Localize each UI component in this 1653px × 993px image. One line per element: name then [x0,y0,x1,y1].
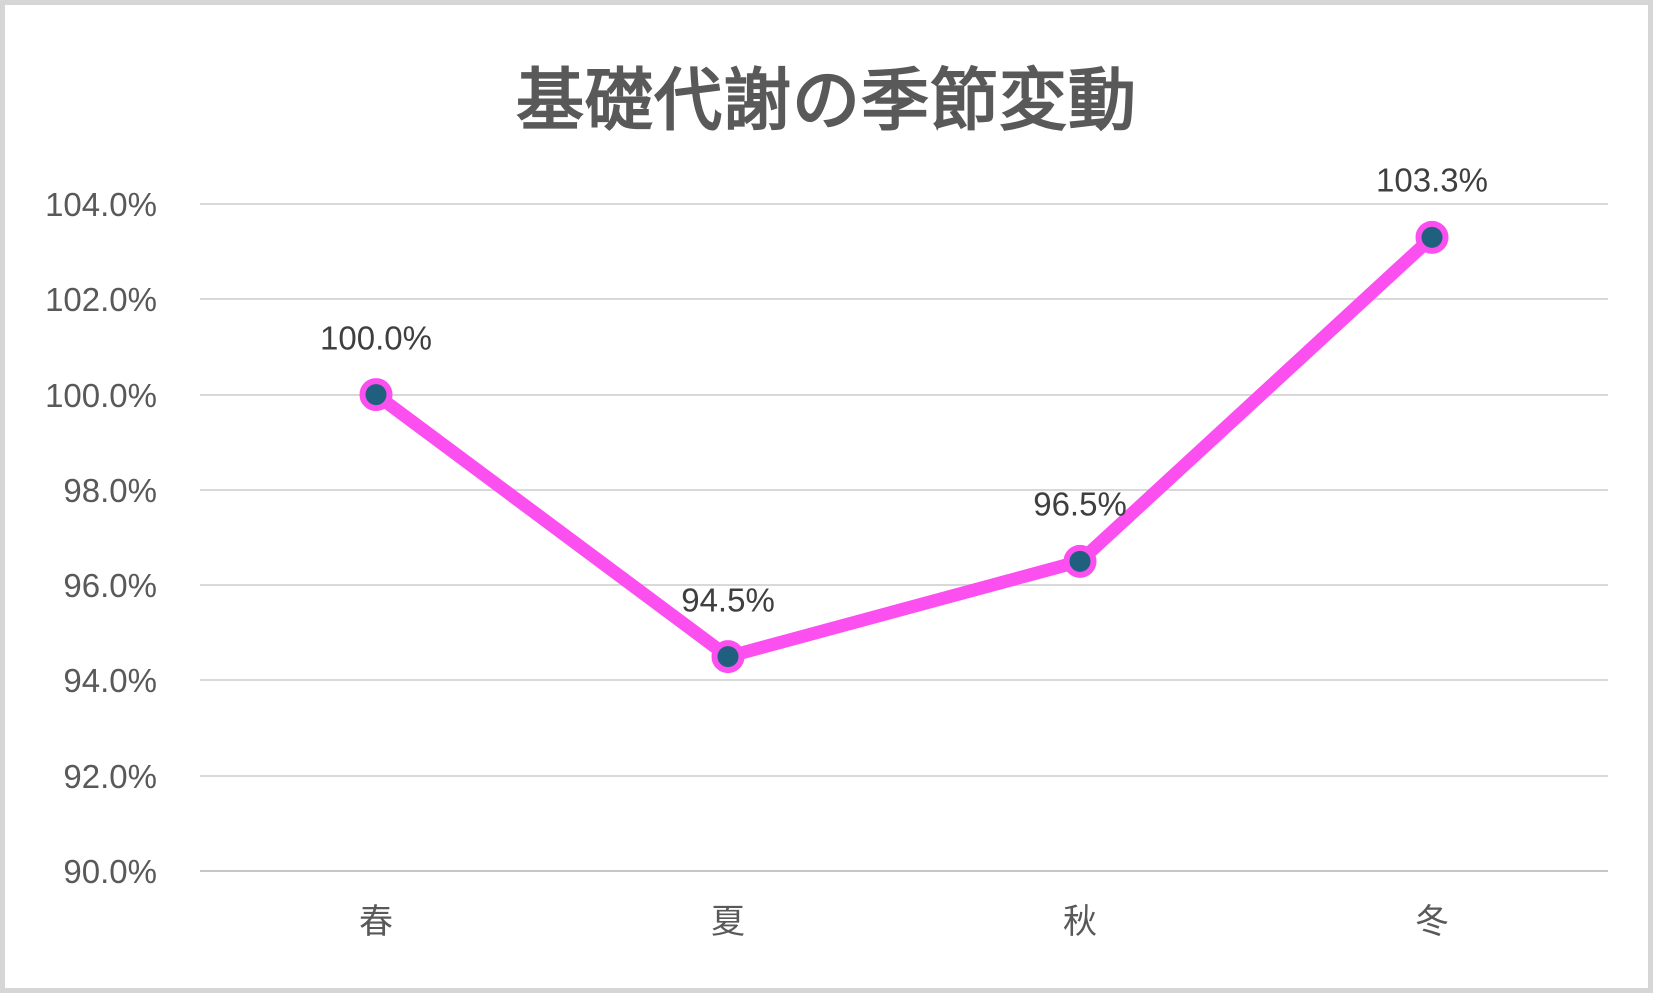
data-point-marker [359,378,393,412]
series-plot [359,220,1449,674]
data-point-marker [1415,220,1449,254]
gridline [200,774,1608,777]
data-point-label: 94.5% [681,581,775,619]
gridline [200,488,1608,491]
data-point-marker [711,640,745,674]
y-axis-tick-label: 90.0% [63,853,157,890]
y-axis-tick-label: 92.0% [63,757,157,795]
y-axis-tick-label: 104.0% [45,186,157,223]
gridline [200,203,1608,205]
chart-title: 基礎代謝の季節変動 [515,63,1137,139]
y-axis-tick-label: 94.0% [63,662,157,700]
x-axis-category-label: 春 [359,903,393,941]
y-axis-tick-label: 96.0% [63,567,157,605]
x-axis-category-label: 秋 [1063,903,1097,941]
gridline [200,679,1608,682]
gridline [200,584,1608,587]
x-axis-category-label: 夏 [711,903,745,941]
x-axis-line [200,870,1608,872]
data-point-label: 103.3% [1376,161,1488,199]
y-axis-tick-label: 100.0% [45,376,157,414]
gridline [200,298,1608,301]
data-point-label: 96.5% [1033,485,1127,523]
gridline [200,393,1608,396]
series-line [369,230,1439,664]
y-axis-tick-label: 102.0% [45,281,157,319]
data-point-marker [1063,544,1097,578]
x-axis-category-label: 冬 [1415,903,1449,941]
data-point-label: 100.0% [320,319,432,357]
y-axis-tick-label: 98.0% [63,471,157,509]
